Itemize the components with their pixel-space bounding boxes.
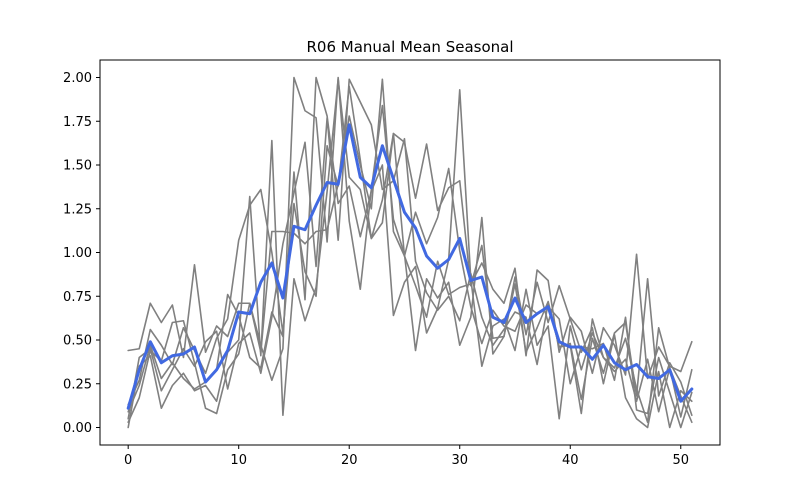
plot-frame [99,59,721,446]
x-tick-label: 0 [124,453,132,468]
individual-series-line-6 [127,85,693,429]
y-tick-label: 0.25 [63,377,92,392]
axes-layer: 0 10 20 30 40 50 0.00 0.25 0.50 0.75 1.00 1.25 1.50 1… [63,71,689,468]
y-tick-label: 0.75 [63,290,92,305]
y-tick-label: 1.50 [63,159,92,174]
y-tick-label: 1.00 [63,246,92,261]
y-tick-label: 0.00 [63,421,92,436]
x-tick-label: 50 [672,453,689,468]
x-tick-label: 30 [451,453,468,468]
series-layer [126,76,694,429]
chart-title: R06 Manual Mean Seasonal [307,38,514,56]
x-tick-label: 10 [230,453,247,468]
y-tick-label: 1.75 [63,115,92,130]
y-tick-label: 0.50 [63,334,92,349]
x-tick-label: 20 [341,453,358,468]
y-tick-label: 1.25 [63,202,92,217]
individual-series-line-5 [127,78,693,429]
x-tick-label: 40 [562,453,579,468]
y-tick-label: 2.00 [63,71,92,86]
mean-series-line [126,123,694,410]
